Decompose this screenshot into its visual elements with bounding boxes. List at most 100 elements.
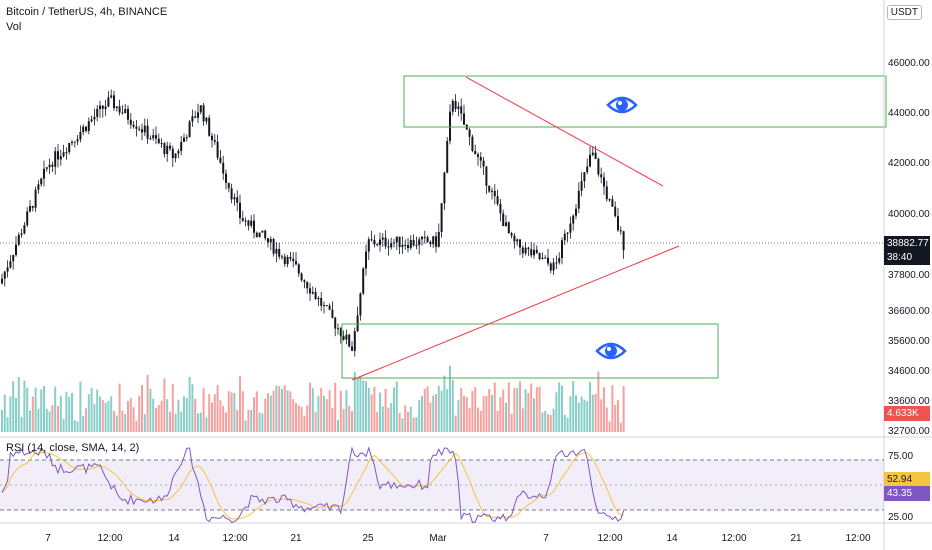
- volume-bar: [199, 412, 202, 432]
- candlesticks: [1, 89, 625, 357]
- volume-bar: [281, 388, 283, 432]
- candle-body: [320, 297, 323, 306]
- volume-label[interactable]: Vol: [6, 21, 22, 33]
- candle-body: [68, 143, 71, 153]
- candle-body: [250, 220, 253, 226]
- candle-body: [619, 230, 622, 232]
- candle-body: [51, 164, 54, 167]
- volume-bar: [267, 393, 269, 432]
- volume-bar: [530, 383, 533, 432]
- candle-body: [594, 152, 597, 159]
- volume-bar: [303, 415, 306, 432]
- rsi-sma-line: [1, 451, 624, 520]
- candle-body: [286, 256, 289, 265]
- volume-bar: [233, 392, 236, 432]
- price-tick-label: 42000.00: [888, 158, 930, 169]
- candle-body: [247, 220, 250, 226]
- candle-body: [499, 203, 502, 214]
- volume-bar: [202, 388, 205, 432]
- candle-body: [208, 117, 211, 136]
- volume-bar: [465, 397, 468, 432]
- price-axis[interactable]: 46000.00 44000.00 42000.00 40000.00 37800.00…: [888, 58, 930, 437]
- candle-body: [516, 239, 519, 242]
- volume-bar: [558, 382, 561, 432]
- volume-bar: [236, 410, 239, 432]
- volume-bar: [93, 404, 96, 432]
- candle-body: [23, 225, 26, 234]
- volume-bar: [96, 389, 99, 432]
- candle-body: [348, 334, 351, 347]
- candle-body: [90, 119, 93, 122]
- resistance-zone-box[interactable]: [403, 75, 887, 128]
- volume-bar: [423, 388, 426, 432]
- volume-bar: [479, 410, 482, 432]
- candle-body: [317, 297, 320, 300]
- ascending-trendline[interactable]: [351, 245, 680, 381]
- candle-body: [586, 166, 589, 173]
- support-zone-box[interactable]: [341, 323, 719, 379]
- time-tick-label: 12:00: [845, 533, 870, 544]
- volume-bar: [45, 408, 48, 432]
- candle-body: [149, 138, 152, 140]
- candle-body: [138, 128, 141, 130]
- candle-body: [359, 293, 362, 316]
- candle-body: [575, 208, 577, 216]
- eye-icon[interactable]: [595, 338, 627, 364]
- volume-bar: [230, 392, 233, 432]
- candle-body: [404, 244, 407, 246]
- candle-body: [421, 236, 423, 240]
- volume-bar: [437, 385, 440, 432]
- volume-bar: [197, 413, 199, 432]
- candle-body: [449, 111, 451, 141]
- volume-bar: [157, 404, 160, 432]
- time-axis[interactable]: 7 12:00 14 12:00 21 25 Mar 7 12:00 14 12:00 21 12:00: [45, 533, 871, 544]
- candle-body: [244, 220, 247, 222]
- rsi-pane[interactable]: [0, 446, 884, 523]
- price-tick-label: 44000.00: [888, 108, 930, 119]
- price-pane[interactable]: [0, 75, 887, 432]
- volume-bar: [146, 374, 149, 432]
- candle-body: [435, 236, 437, 247]
- volume-bar: [390, 403, 393, 432]
- candle-body: [233, 197, 236, 200]
- volume-bar: [446, 389, 449, 432]
- eye-icon[interactable]: [606, 92, 638, 118]
- volume-bar: [566, 417, 569, 432]
- volume-bar: [510, 413, 513, 432]
- volume-bar: [499, 397, 502, 432]
- candle-body: [71, 141, 73, 144]
- candle-body: [544, 257, 547, 259]
- candle-body: [583, 172, 586, 182]
- candle-body: [471, 136, 474, 151]
- volume-bar: [219, 400, 222, 432]
- candle-body: [152, 135, 155, 139]
- rsi-label[interactable]: RSI (14, close, SMA, 14, 2): [6, 442, 140, 454]
- candle-body: [197, 112, 199, 118]
- volume-bar: [421, 396, 423, 432]
- candle-body: [589, 154, 591, 167]
- candle-body: [558, 258, 561, 263]
- candle-body: [295, 261, 297, 265]
- candle-body: [37, 184, 40, 190]
- volume-bar: [171, 383, 174, 432]
- volume-bar: [51, 405, 54, 432]
- rsi-axis[interactable]: 75.00 25.00: [888, 451, 913, 523]
- volume-bar: [342, 408, 345, 432]
- currency-badge[interactable]: USDT: [886, 5, 922, 20]
- chart-title[interactable]: Bitcoin / TetherUS, 4h, BINANCE: [6, 6, 168, 18]
- volume-bar: [37, 408, 40, 432]
- descending-trendline[interactable]: [465, 76, 664, 187]
- volume-bar: [563, 414, 566, 432]
- volume-bar: [71, 392, 73, 432]
- candle-body: [331, 309, 334, 318]
- candle-body: [101, 105, 104, 109]
- volume-bar: [227, 391, 230, 432]
- candle-body: [387, 246, 390, 248]
- candle-body: [135, 126, 138, 129]
- volume-bar: [617, 399, 619, 432]
- candle-body: [552, 262, 555, 271]
- candle-body: [401, 244, 404, 248]
- candle-body: [381, 237, 384, 240]
- candle-body: [463, 113, 465, 125]
